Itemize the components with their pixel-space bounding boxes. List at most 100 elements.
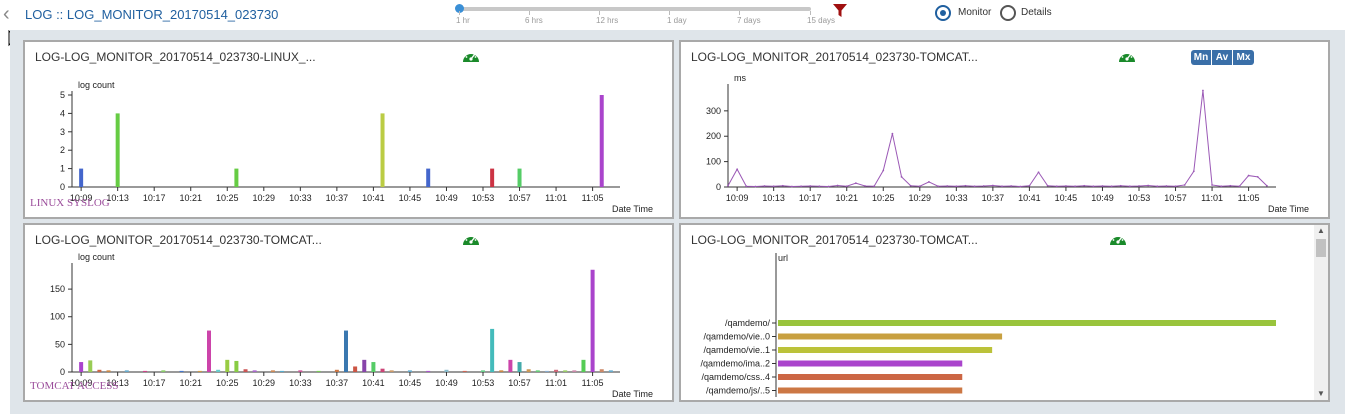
slider-tick-label[interactable]: 7 days (737, 16, 761, 25)
x-tick-label: 10:41 (362, 378, 385, 388)
funnel-icon[interactable] (832, 3, 848, 19)
x-axis-label: Date Time (612, 389, 653, 397)
bar (526, 369, 531, 372)
x-tick-label: 10:17 (143, 378, 166, 388)
monitor-radio-label[interactable]: Monitor (958, 7, 992, 18)
bar (243, 369, 248, 372)
bar (197, 370, 202, 372)
x-tick-label: 10:25 (872, 193, 895, 203)
avg-button[interactable]: Av (1212, 50, 1233, 65)
bar (535, 370, 540, 372)
bar (481, 370, 485, 372)
bar (124, 370, 129, 372)
bar (252, 370, 257, 372)
data-point (1211, 184, 1213, 186)
x-axis-label: Date Time (1268, 204, 1309, 214)
x-tick-label: 10:37 (326, 193, 349, 203)
y-tick-label: /qamdemo/ (725, 318, 771, 328)
dashboard-grid: LOG-LOG_MONITOR_20170514_023730-LINUX_..… (10, 30, 1345, 414)
data-point (1074, 185, 1076, 188)
x-axis-label: Date Time (612, 204, 653, 214)
data-point (1037, 171, 1040, 174)
data-point (791, 185, 793, 188)
y-tick-label: 0 (60, 367, 65, 377)
bar (517, 168, 522, 187)
data-point (1256, 175, 1259, 178)
x-tick-label: 10:13 (106, 193, 129, 203)
data-point (1019, 185, 1022, 188)
time-range-slider[interactable]: 1 hr 6 hrs 12 hrs 1 day 7 days 15 days (455, 2, 835, 28)
slider-tick-label[interactable]: 1 hr (456, 16, 470, 25)
data-point (991, 184, 994, 187)
y-tick-label: 5 (60, 90, 65, 100)
dashboard-gauge-icon[interactable] (462, 49, 480, 63)
scroll-up-arrow-icon[interactable]: ▲ (1317, 226, 1325, 235)
x-tick-label: 10:21 (179, 193, 202, 203)
details-radio[interactable] (1000, 5, 1016, 21)
min-avg-max-toggle[interactable]: Mn Av Mx (1191, 50, 1254, 65)
bar (407, 370, 412, 372)
x-tick-label: 10:21 (179, 378, 202, 388)
max-button[interactable]: Mx (1233, 50, 1254, 65)
x-tick-label: 10:53 (1128, 193, 1151, 203)
data-point (1192, 170, 1195, 173)
slider-tick-label[interactable]: 6 hrs (525, 16, 543, 25)
bar (590, 269, 595, 372)
x-tick-label: 10:13 (106, 378, 129, 388)
data-point (763, 185, 766, 187)
data-point (973, 185, 976, 188)
data-point (1001, 185, 1003, 188)
data-point (1229, 184, 1232, 187)
dashboard-gauge-icon[interactable] (1109, 232, 1127, 246)
bar-chart-tomcat-access: 0 50 100 150 10:09 10:13 10:17 10:21 10:25 10:29 1… (50, 252, 653, 397)
data-point (1183, 184, 1186, 186)
data-point (1128, 185, 1131, 188)
bar (517, 362, 522, 372)
monitor-radio[interactable] (935, 5, 951, 21)
bar (371, 362, 376, 372)
y-axis-label: log count (78, 252, 115, 262)
data-point (772, 185, 775, 188)
data-point (1055, 185, 1058, 188)
vertical-scrollbar[interactable]: ▲ ▼ (1314, 225, 1328, 400)
slider-tick-label[interactable]: 12 hrs (596, 16, 619, 25)
data-point (809, 185, 812, 187)
chevron-left-icon[interactable]: ‹ (3, 3, 10, 25)
data-point (955, 185, 958, 188)
panel-footer-label: TOMCAT ACCESS (30, 380, 119, 392)
slider-tick-label[interactable]: 1 day (667, 16, 687, 25)
x-tick-label: 10:49 (435, 193, 458, 203)
scroll-thumb[interactable] (1316, 239, 1326, 257)
panel-tomcat-urls: LOG-LOG_MONITOR_20170514_023730-TOMCAT..… (679, 223, 1330, 402)
data-point (873, 185, 876, 188)
bar (115, 113, 120, 187)
slider-track[interactable] (459, 7, 811, 11)
panel-title: LOG-LOG_MONITOR_20170514_023730-TOMCAT..… (691, 233, 978, 247)
bar (344, 330, 348, 372)
panel-title: LOG-LOG_MONITOR_20170514_023730-LINUX_..… (35, 50, 316, 64)
min-button[interactable]: Mn (1191, 50, 1212, 65)
x-tick-label: 10:41 (1018, 193, 1041, 203)
dashboard-gauge-icon[interactable] (462, 232, 480, 246)
data-point (882, 169, 885, 172)
y-tick-label: /qamdemo/css..4 (701, 372, 770, 382)
x-tick-label: 10:29 (909, 193, 932, 203)
x-tick-label: 10:45 (399, 193, 422, 203)
bar (778, 374, 963, 380)
details-radio-label[interactable]: Details (1021, 7, 1052, 18)
bar (581, 359, 586, 372)
y-tick-label: 0 (60, 182, 65, 192)
data-point (845, 185, 848, 188)
data-point (1046, 184, 1049, 187)
x-tick-label: 10:25 (216, 378, 239, 388)
scroll-down-arrow-icon[interactable]: ▼ (1317, 389, 1325, 398)
data-point (1092, 185, 1095, 188)
bar (143, 370, 148, 372)
slider-tick-label[interactable]: 15 days (807, 16, 836, 25)
bar (207, 330, 211, 372)
dashboard-gauge-icon[interactable] (1118, 49, 1136, 63)
slider-handle[interactable] (455, 4, 464, 13)
data-point (1119, 184, 1122, 187)
data-point (946, 185, 949, 187)
data-point (964, 184, 967, 187)
